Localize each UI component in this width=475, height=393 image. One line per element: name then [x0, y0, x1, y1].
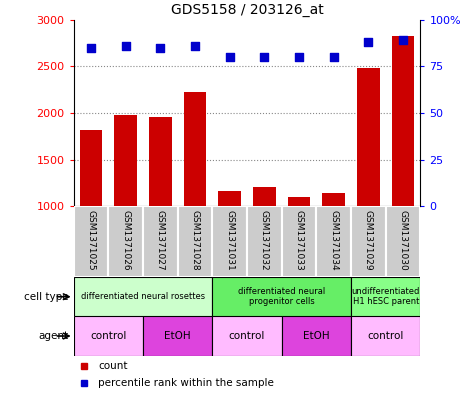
Bar [323, 193, 345, 206]
Text: percentile rank within the sample: percentile rank within the sample [98, 378, 274, 387]
Text: cell type: cell type [24, 292, 69, 302]
Point [295, 54, 303, 60]
Bar [282, 206, 316, 277]
Bar [184, 92, 206, 206]
Text: GSM1371027: GSM1371027 [156, 210, 165, 270]
Bar [218, 191, 241, 206]
Bar [212, 206, 247, 277]
Text: GSM1371032: GSM1371032 [260, 210, 269, 270]
Bar [357, 68, 380, 206]
Bar [143, 316, 212, 356]
Bar [114, 115, 137, 206]
Bar [392, 35, 414, 206]
Bar [282, 316, 351, 356]
Text: GSM1371029: GSM1371029 [364, 210, 373, 270]
Text: count: count [98, 361, 127, 371]
Point [399, 37, 407, 43]
Point [156, 44, 164, 51]
Point [226, 54, 234, 60]
Bar [316, 206, 351, 277]
Bar [386, 206, 420, 277]
Text: GSM1371033: GSM1371033 [294, 210, 304, 271]
Point [191, 43, 199, 49]
Text: GSM1371030: GSM1371030 [399, 210, 408, 271]
Point [122, 43, 129, 49]
Text: differentiated neural rosettes: differentiated neural rosettes [81, 292, 205, 301]
Text: control: control [90, 331, 126, 341]
Text: GSM1371031: GSM1371031 [225, 210, 234, 271]
Bar [74, 206, 108, 277]
Bar [212, 316, 282, 356]
Bar [247, 206, 282, 277]
Text: GSM1371028: GSM1371028 [190, 210, 200, 270]
Text: GSM1371026: GSM1371026 [121, 210, 130, 270]
Bar [178, 206, 212, 277]
Text: EtOH: EtOH [303, 331, 330, 341]
Point [365, 39, 372, 45]
Bar [253, 187, 276, 206]
Bar [351, 316, 420, 356]
Point [261, 54, 268, 60]
Text: differentiated neural
progenitor cells: differentiated neural progenitor cells [238, 287, 325, 307]
Bar [149, 117, 171, 206]
Bar [74, 316, 143, 356]
Text: control: control [229, 331, 265, 341]
Bar [288, 197, 310, 206]
Bar [74, 277, 212, 316]
Bar [80, 130, 102, 206]
Text: control: control [368, 331, 404, 341]
Bar [108, 206, 143, 277]
Text: agent: agent [39, 331, 69, 341]
Bar [143, 206, 178, 277]
Bar [351, 206, 386, 277]
Text: EtOH: EtOH [164, 331, 191, 341]
Bar [212, 277, 351, 316]
Text: GSM1371034: GSM1371034 [329, 210, 338, 270]
Bar [351, 277, 420, 316]
Point [87, 44, 95, 51]
Title: GDS5158 / 203126_at: GDS5158 / 203126_at [171, 3, 323, 17]
Point [330, 54, 337, 60]
Text: GSM1371025: GSM1371025 [86, 210, 95, 270]
Text: undifferentiated
H1 hESC parent: undifferentiated H1 hESC parent [352, 287, 420, 307]
